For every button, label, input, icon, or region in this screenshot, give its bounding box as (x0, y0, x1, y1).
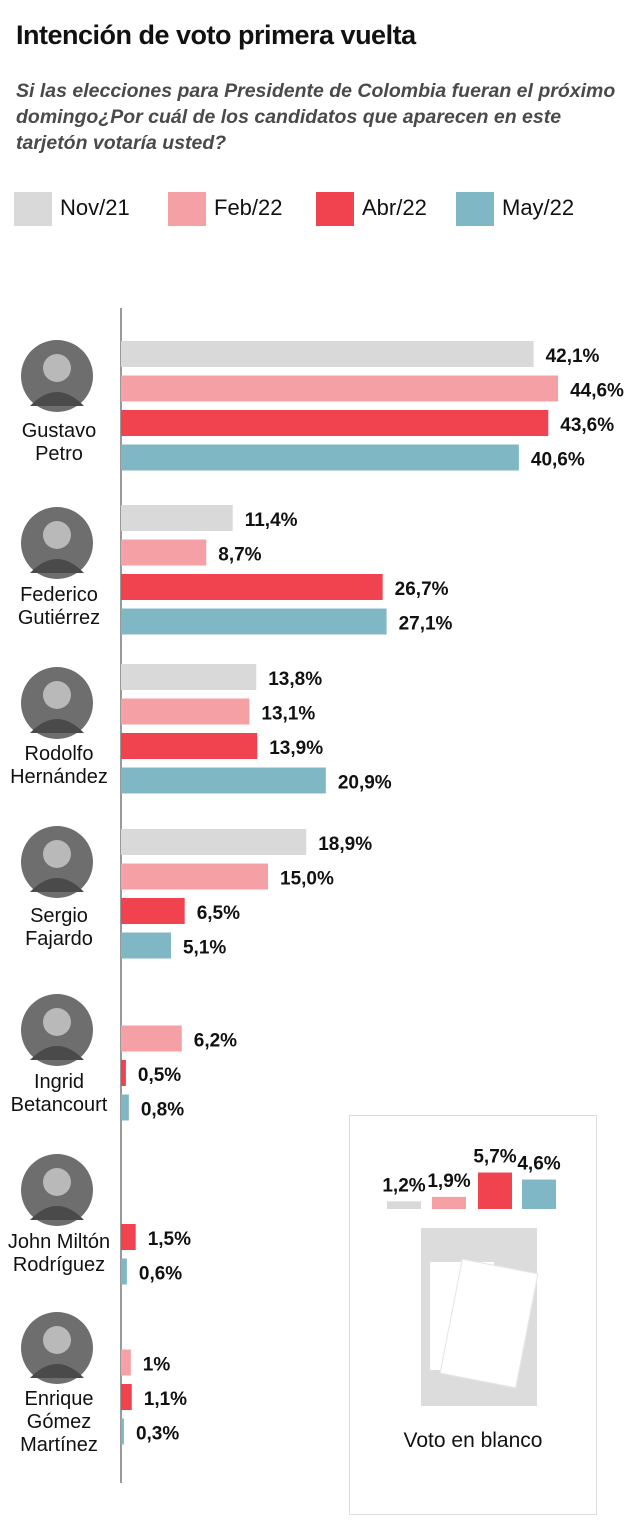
value-label-rodolfo-hernandez-may-22: 20,9% (338, 773, 392, 794)
bar-ingrid-betancourt-may-22 (121, 1094, 129, 1121)
bar-federico-gutierrez-nov-21 (121, 505, 233, 531)
avatar-head-federico-gutierrez (43, 521, 71, 549)
blank-vote-label: Voto en blanco (403, 1429, 543, 1452)
avatar-head-ingrid-betancourt (43, 1008, 71, 1036)
bar-sergio-fajardo-may-22 (121, 932, 171, 959)
candidate-name-federico-gutierrez: Gutiérrez (18, 607, 100, 629)
value-label-sergio-fajardo-feb-22: 15,0% (280, 869, 334, 890)
avatar-head-sergio-fajardo (43, 840, 71, 868)
value-label-gustavo-petro-may-22: 40,6% (531, 450, 585, 471)
value-label-federico-gutierrez-may-22: 27,1% (399, 614, 453, 635)
legend-label-nov21: Nov/21 (60, 195, 130, 220)
blank-vote-bar-abr-22 (478, 1172, 512, 1209)
bar-gustavo-petro-nov-21 (121, 341, 534, 367)
bar-john-milton-rodriguez-may-22 (121, 1258, 127, 1285)
candidate-name-rodolfo-hernandez: Rodolfo (25, 743, 94, 765)
bar-gustavo-petro-abr-22 (121, 410, 549, 436)
blank-vote-bar-nov-21 (387, 1201, 421, 1209)
value-label-rodolfo-hernandez-abr-22: 13,9% (269, 738, 323, 759)
value-label-john-milton-rodriguez-may-22: 0,6% (139, 1264, 182, 1285)
candidate-name-john-milton-rodriguez: Rodríguez (13, 1254, 105, 1276)
value-label-enrique-gomez-martinez-feb-22: 1% (143, 1355, 171, 1376)
bar-ingrid-betancourt-abr-22 (121, 1060, 126, 1086)
chart-title: Intención de voto primera vuelta (16, 20, 416, 50)
candidate-name-ingrid-betancourt: Betancourt (11, 1094, 108, 1116)
avatar-body-sergio-fajardo (30, 878, 84, 892)
value-label-federico-gutierrez-nov-21: 11,4% (245, 510, 298, 531)
bar-enrique-gomez-martinez-abr-22 (121, 1384, 132, 1410)
value-label-gustavo-petro-feb-22: 44,6% (570, 381, 624, 402)
candidate-name-gustavo-petro: Gustavo (22, 420, 96, 442)
blank-vote-value-may-22: 4,6% (517, 1154, 560, 1175)
candidate-name-federico-gutierrez: Federico (20, 584, 98, 606)
value-label-federico-gutierrez-abr-22: 26,7% (395, 579, 449, 600)
bar-federico-gutierrez-may-22 (121, 608, 387, 635)
bar-rodolfo-hernandez-abr-22 (121, 733, 258, 759)
avatar-body-ingrid-betancourt (30, 1046, 84, 1060)
bar-rodolfo-hernandez-may-22 (121, 767, 326, 794)
bar-ingrid-betancourt-feb-22 (121, 1025, 182, 1052)
value-label-federico-gutierrez-feb-22: 8,7% (218, 545, 261, 566)
avatar-head-gustavo-petro (43, 354, 71, 382)
bar-sergio-fajardo-nov-21 (121, 829, 307, 855)
candidate-name-rodolfo-hernandez: Hernández (10, 766, 108, 788)
avatar-body-federico-gutierrez (30, 559, 84, 573)
blank-vote-panel (349, 1115, 597, 1515)
bar-sergio-fajardo-abr-22 (121, 898, 185, 924)
candidate-name-gustavo-petro: Petro (35, 443, 83, 465)
legend-swatch-nov21 (14, 192, 52, 226)
value-label-ingrid-betancourt-feb-22: 6,2% (194, 1031, 237, 1052)
blank-vote-value-abr-22: 5,7% (473, 1147, 516, 1168)
blank-vote-value-feb-22: 1,9% (427, 1171, 470, 1192)
legend-label-feb22: Feb/22 (214, 195, 283, 220)
value-label-gustavo-petro-nov-21: 42,1% (546, 346, 600, 367)
legend-label-abr22: Abr/22 (362, 195, 427, 220)
candidate-name-john-milton-rodriguez: John Miltón (8, 1231, 110, 1253)
avatar-body-john-milton-rodriguez (30, 1206, 84, 1220)
avatar-body-enrique-gomez-martinez (30, 1364, 84, 1378)
avatar-head-john-milton-rodriguez (43, 1168, 71, 1196)
candidate-name-sergio-fajardo: Sergio (30, 905, 88, 927)
bar-rodolfo-hernandez-nov-21 (121, 664, 257, 690)
chart-subtitle: Si las elecciones para Presidente de Col… (16, 80, 616, 154)
value-label-sergio-fajardo-may-22: 5,1% (183, 938, 226, 959)
value-label-rodolfo-hernandez-feb-22: 13,1% (261, 704, 315, 725)
blank-vote-bar-feb-22 (432, 1196, 466, 1209)
candidate-name-ingrid-betancourt: Ingrid (34, 1071, 84, 1093)
value-label-enrique-gomez-martinez-may-22: 0,3% (136, 1424, 179, 1445)
legend-swatch-may22 (456, 192, 494, 226)
bar-gustavo-petro-may-22 (121, 444, 519, 471)
bar-enrique-gomez-martinez-feb-22 (121, 1349, 131, 1376)
bar-gustavo-petro-feb-22 (121, 375, 559, 402)
value-label-enrique-gomez-martinez-abr-22: 1,1% (144, 1389, 187, 1410)
avatar-head-rodolfo-hernandez (43, 681, 71, 709)
bar-federico-gutierrez-abr-22 (121, 574, 383, 600)
value-label-rodolfo-hernandez-nov-21: 13,8% (268, 669, 322, 690)
blank-vote-value-nov-21: 1,2% (382, 1175, 425, 1196)
blank-vote-bar-may-22 (522, 1179, 556, 1209)
avatar-head-enrique-gomez-martinez (43, 1326, 71, 1354)
value-label-gustavo-petro-abr-22: 43,6% (560, 415, 614, 436)
avatar-body-rodolfo-hernandez (30, 719, 84, 733)
avatar-body-gustavo-petro (30, 392, 84, 406)
bar-sergio-fajardo-feb-22 (121, 863, 268, 890)
value-label-ingrid-betancourt-may-22: 0,8% (141, 1100, 184, 1121)
bar-federico-gutierrez-feb-22 (121, 539, 207, 566)
legend-swatch-abr22 (316, 192, 354, 226)
candidate-name-sergio-fajardo: Fajardo (25, 928, 93, 950)
value-label-john-milton-rodriguez-abr-22: 1,5% (148, 1229, 191, 1250)
bar-john-milton-rodriguez-abr-22 (121, 1224, 136, 1250)
legend-label-may22: May/22 (502, 195, 575, 220)
value-label-ingrid-betancourt-abr-22: 0,5% (138, 1065, 181, 1086)
value-label-sergio-fajardo-nov-21: 18,9% (318, 834, 372, 855)
candidate-name-enrique-gomez-martinez: Martínez (20, 1434, 98, 1456)
bar-enrique-gomez-martinez-may-22 (121, 1418, 124, 1445)
candidate-name-enrique-gomez-martinez: Enrique (25, 1388, 94, 1410)
candidate-name-enrique-gomez-martinez: Gómez (27, 1411, 91, 1433)
value-label-sergio-fajardo-abr-22: 6,5% (197, 903, 240, 924)
legend-swatch-feb22 (168, 192, 206, 226)
bar-rodolfo-hernandez-feb-22 (121, 698, 250, 725)
